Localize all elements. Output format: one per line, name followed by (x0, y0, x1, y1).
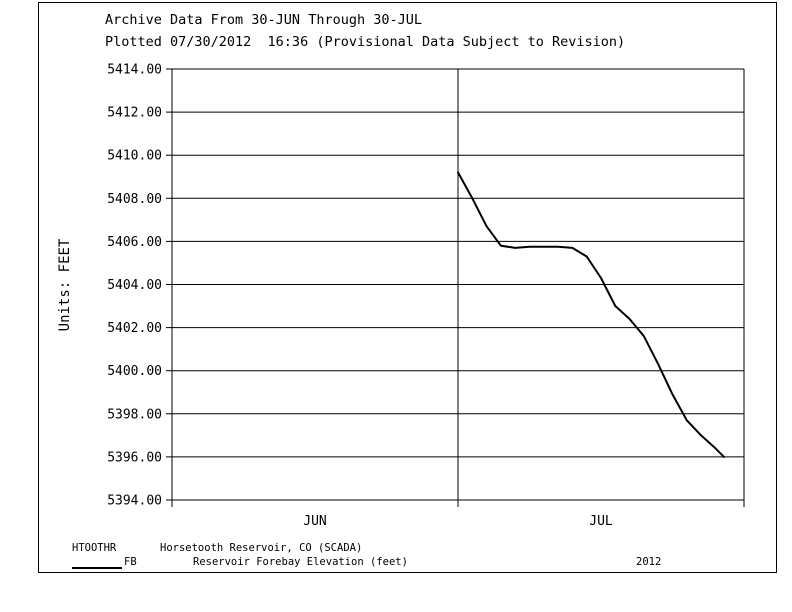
chart-title: Archive Data From 30-JUN Through 30-JUL (105, 12, 422, 28)
axes: 5394.00 5396.00 5398.00 5400.00 5402.00 5404.… (107, 63, 613, 530)
legend-line-swatch (72, 567, 122, 569)
legend-series-description: Reservoir Forebay Elevation (feet) (193, 556, 408, 568)
y-axis-label: Units: FEET (57, 238, 73, 331)
chart-subtitle: Plotted 07/30/2012 16:36 (Provisional Da… (105, 34, 626, 50)
x-tick-label: JUL (589, 514, 613, 529)
y-tick-label: 5410.00 (107, 149, 162, 164)
station-id: HTOOTHR (72, 542, 117, 554)
y-tick-label: 5398.00 (107, 407, 162, 422)
station-name: Horsetooth Reservoir, CO (SCADA) (160, 542, 363, 554)
x-tick-label: JUN (303, 514, 326, 529)
series-line-fb (457, 171, 725, 458)
y-tick-label: 5408.00 (107, 192, 162, 207)
grid (171, 68, 745, 507)
y-tick-label: 5412.00 (107, 106, 162, 121)
y-tick-label: 5414.00 (107, 63, 162, 78)
y-tick-label: 5394.00 (107, 494, 162, 509)
y-tick-label: 5400.00 (107, 364, 162, 379)
y-tick-label: 5396.00 (107, 450, 162, 465)
y-tick-label: 5402.00 (107, 321, 162, 336)
y-tick-label: 5406.00 (107, 235, 162, 250)
chart-frame (38, 2, 777, 573)
plot-area (457, 171, 725, 458)
y-tick-label: 5404.00 (107, 278, 162, 293)
legend-series-code: FB (124, 556, 137, 568)
footer-year: 2012 (636, 556, 662, 568)
